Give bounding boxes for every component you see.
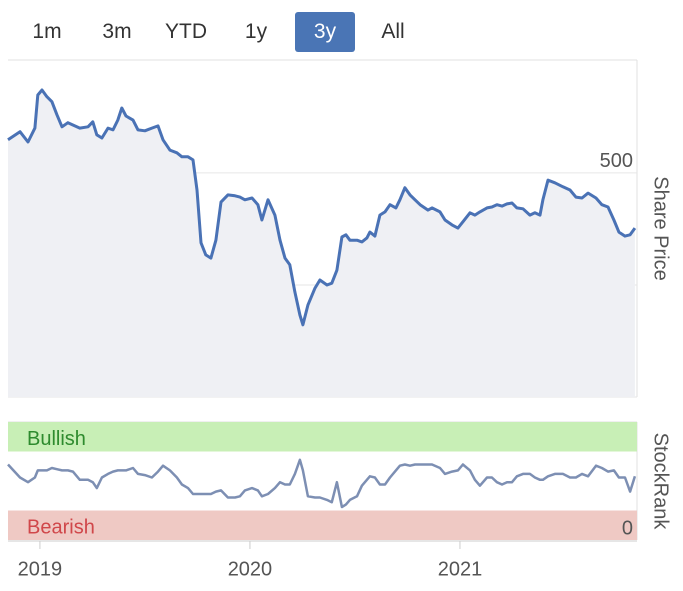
range-button[interactable]: 3m bbox=[102, 20, 132, 43]
band-label: Bearish bbox=[27, 517, 95, 539]
band bbox=[8, 510, 637, 540]
area bbox=[8, 90, 635, 397]
range-button[interactable]: YTD bbox=[165, 20, 207, 43]
x-tick-label: 2021 bbox=[438, 558, 483, 580]
band-label: Bullish bbox=[27, 428, 86, 450]
range-button[interactable]: 1m bbox=[32, 20, 62, 43]
band bbox=[8, 422, 637, 452]
line bbox=[7, 458, 637, 509]
y-axis-title: StockRank bbox=[650, 433, 672, 531]
y-axis-title: Share Price bbox=[650, 176, 672, 281]
range-button[interactable]: 3y bbox=[295, 12, 355, 52]
x-tick-label: 2019 bbox=[18, 558, 63, 580]
range-button[interactable]: All bbox=[381, 20, 405, 43]
x-tick-label: 2020 bbox=[228, 558, 273, 580]
y-tick-label: 500 bbox=[600, 150, 633, 172]
y-tick-label: 0 bbox=[622, 517, 633, 539]
range-button[interactable]: 1y bbox=[244, 20, 268, 43]
line bbox=[7, 88, 637, 327]
